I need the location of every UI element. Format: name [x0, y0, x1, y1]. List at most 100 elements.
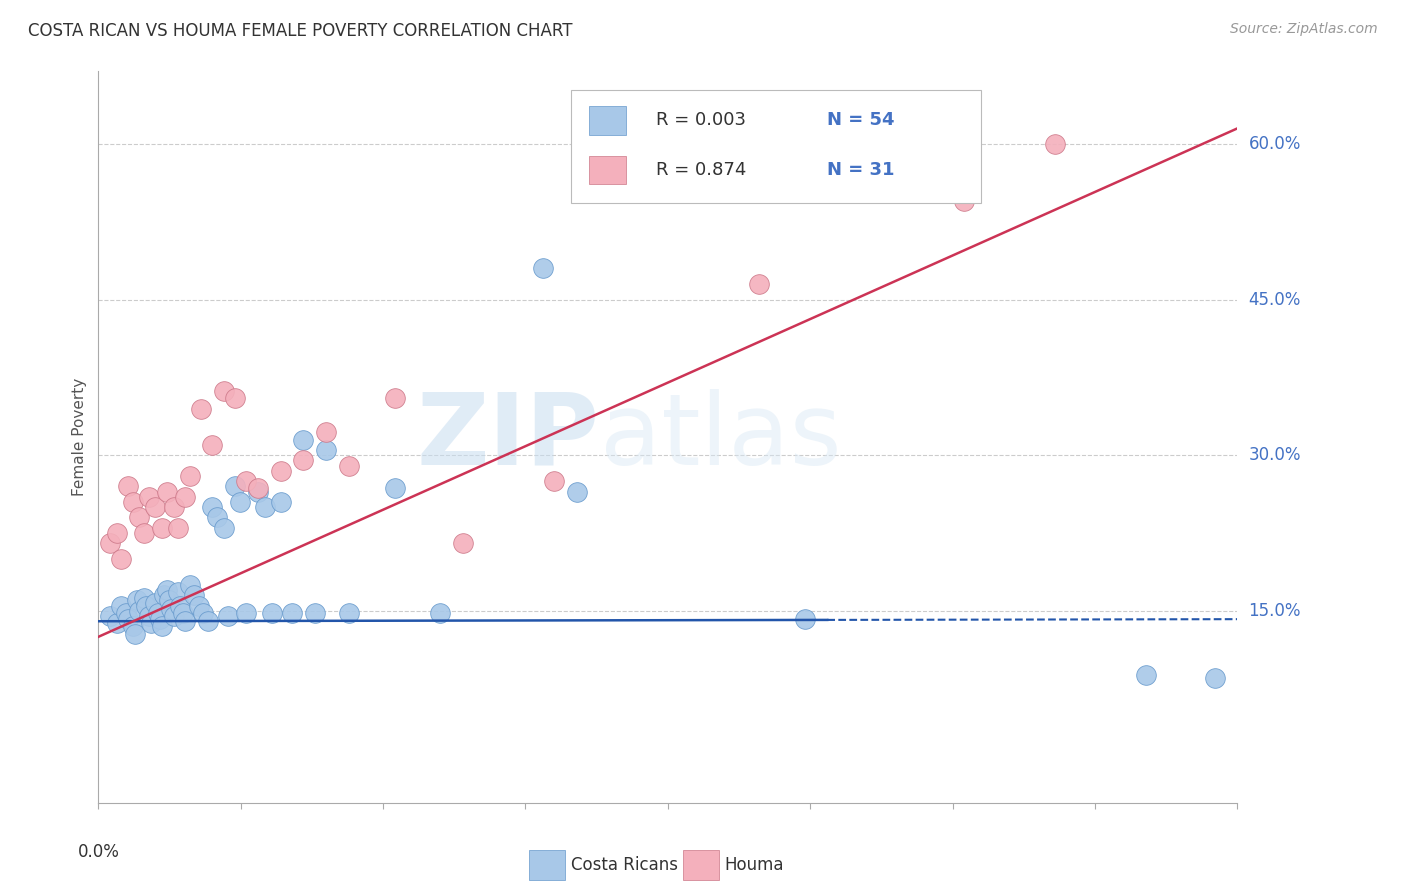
Point [110, 552, 132, 566]
Point [315, 425, 337, 440]
Point [292, 453, 315, 467]
Text: ZIP: ZIP [416, 389, 599, 485]
Point [167, 585, 190, 599]
Point [543, 474, 565, 488]
Point [156, 583, 179, 598]
Point [201, 438, 224, 452]
Point [162, 500, 184, 515]
Text: 45.0%: 45.0% [1249, 291, 1301, 309]
Point [235, 606, 257, 620]
Point [253, 500, 276, 515]
Point [212, 521, 235, 535]
Point [145, 500, 167, 515]
Point [162, 609, 184, 624]
Point [292, 433, 315, 447]
Point [174, 490, 197, 504]
Text: 0.0%: 0.0% [77, 843, 120, 861]
Point [156, 484, 179, 499]
Point [190, 401, 212, 416]
Point [793, 612, 815, 626]
Point [193, 606, 215, 620]
Point [429, 606, 451, 620]
Point [138, 490, 160, 504]
Point [128, 604, 150, 618]
Text: 15.0%: 15.0% [1249, 602, 1301, 620]
Point [146, 606, 169, 620]
Point [105, 616, 128, 631]
Point [117, 612, 139, 626]
Point [304, 606, 326, 620]
Point [270, 464, 292, 478]
Point [281, 606, 304, 620]
Text: 60.0%: 60.0% [1249, 135, 1301, 153]
Point [187, 599, 209, 613]
Point [157, 593, 180, 607]
Point [246, 482, 269, 496]
Point [121, 619, 143, 633]
Point [197, 614, 219, 628]
Point [224, 391, 246, 405]
Point [183, 588, 205, 602]
Point [172, 606, 194, 620]
Point [121, 495, 143, 509]
Point [167, 521, 190, 535]
Point [212, 384, 235, 398]
Point [132, 526, 155, 541]
Point [127, 593, 149, 607]
Point [337, 458, 360, 473]
FancyBboxPatch shape [589, 106, 626, 135]
Point [179, 578, 201, 592]
Y-axis label: Female Poverty: Female Poverty [72, 378, 87, 496]
Point [150, 521, 173, 535]
Point [117, 479, 139, 493]
Point [179, 469, 201, 483]
Text: Source: ZipAtlas.com: Source: ZipAtlas.com [1230, 22, 1378, 37]
Point [149, 612, 172, 626]
Point [124, 626, 146, 640]
Point [246, 484, 269, 499]
Text: N = 54: N = 54 [827, 112, 894, 129]
Point [228, 495, 250, 509]
Text: 30.0%: 30.0% [1249, 446, 1301, 464]
Point [315, 443, 337, 458]
Point [128, 510, 150, 524]
FancyBboxPatch shape [571, 90, 981, 203]
Point [139, 616, 162, 631]
Point [1135, 668, 1157, 682]
Point [145, 596, 167, 610]
Point [110, 599, 132, 613]
Point [132, 591, 155, 606]
Point [217, 609, 239, 624]
Text: Houma: Houma [725, 856, 785, 874]
Point [748, 277, 770, 291]
Text: R = 0.874: R = 0.874 [657, 161, 747, 179]
Point [337, 606, 360, 620]
Point [169, 599, 191, 613]
Point [201, 500, 224, 515]
Point [953, 194, 976, 208]
Point [224, 479, 246, 493]
Text: Costa Ricans: Costa Ricans [571, 856, 678, 874]
Point [270, 495, 292, 509]
Text: N = 31: N = 31 [827, 161, 894, 179]
Point [384, 482, 406, 496]
Point [150, 619, 173, 633]
Text: COSTA RICAN VS HOUMA FEMALE POVERTY CORRELATION CHART: COSTA RICAN VS HOUMA FEMALE POVERTY CORR… [28, 22, 572, 40]
Point [531, 261, 554, 276]
Point [174, 614, 197, 628]
Point [114, 606, 136, 620]
Point [160, 601, 183, 615]
Point [205, 510, 228, 524]
Text: atlas: atlas [599, 389, 841, 485]
Point [153, 588, 176, 602]
Point [138, 609, 160, 624]
FancyBboxPatch shape [589, 156, 626, 185]
Point [98, 609, 121, 624]
Point [1204, 671, 1226, 685]
Point [105, 526, 128, 541]
Text: R = 0.003: R = 0.003 [657, 112, 747, 129]
Point [451, 536, 474, 550]
Point [98, 536, 121, 550]
Point [565, 484, 588, 499]
FancyBboxPatch shape [683, 850, 718, 880]
